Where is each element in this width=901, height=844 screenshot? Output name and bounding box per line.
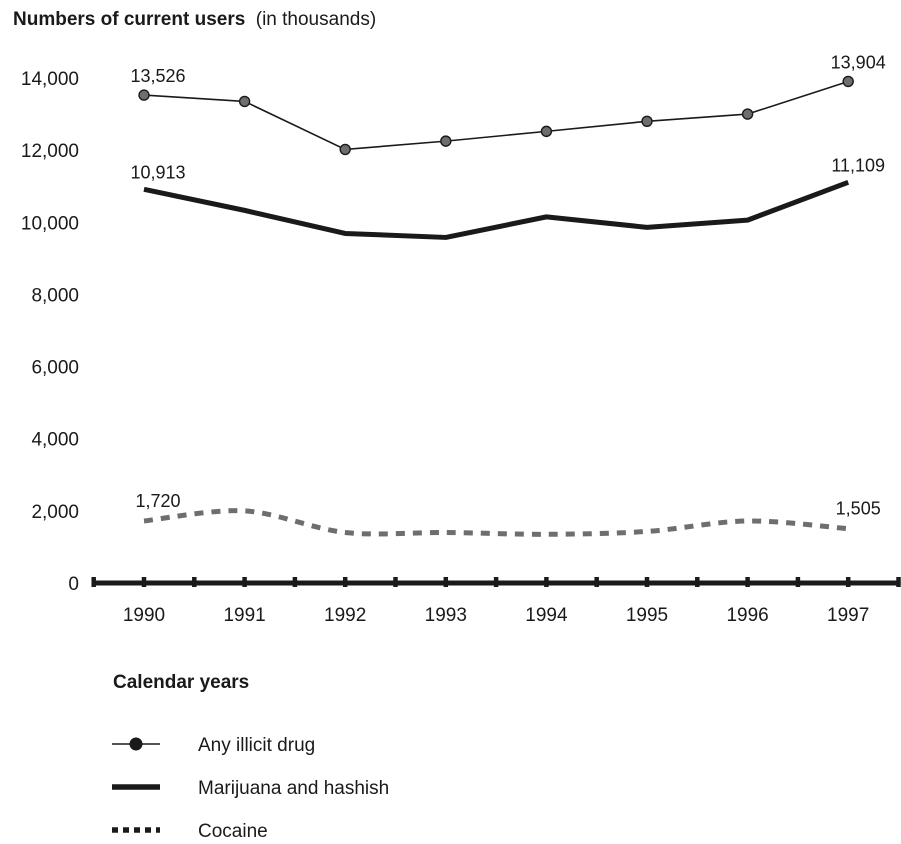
series-line-any-illicit-drug [143, 80, 849, 151]
y-tick-label: 10,000 [21, 213, 79, 234]
data-point-any-illicit-drug [138, 89, 150, 101]
x-tick-label: 1992 [324, 605, 366, 626]
legend-item-marijuana: Marijuana and hashish [112, 778, 389, 799]
legend-item-any-illicit-drug: Any illicit drug [112, 735, 315, 756]
x-tick-label: 1994 [525, 605, 568, 626]
legend-item-cocaine: Cocaine [112, 821, 268, 842]
legend-circle-marker-icon [129, 737, 143, 751]
data-point-any-illicit-drug [741, 108, 754, 120]
data-point-any-illicit-drug [540, 125, 553, 138]
data-label: 1,720 [135, 491, 180, 511]
series-group [138, 75, 854, 537]
y-tick-label: 8,000 [31, 285, 79, 306]
data-label: 13,526 [130, 66, 185, 86]
chart-title-group: Numbers of current users (in thousands) [13, 9, 376, 30]
x-tick-label: 1996 [726, 605, 768, 626]
chart-title: Numbers of current users [13, 9, 245, 30]
data-label: 11,109 [831, 155, 885, 175]
x-axis-title: Calendar years [113, 672, 249, 693]
x-tick-label: 1993 [425, 605, 467, 626]
chart-subtitle: (in thousands) [256, 9, 376, 30]
x-tick-label: 1990 [123, 605, 165, 626]
legend-label-cocaine: Cocaine [198, 821, 268, 842]
legend-label-marijuana: Marijuana and hashish [198, 778, 389, 799]
y-tick-label: 2,000 [31, 502, 79, 523]
axes: 0 2,000 4,000 6,000 8,000 10,000 12,000 14,000 1… [21, 69, 901, 626]
y-tick-label: 14,000 [21, 69, 79, 90]
legend-label-any-illicit-drug: Any illicit drug [198, 735, 315, 756]
y-tick-label: 0 [68, 574, 79, 595]
data-point-any-illicit-drug [842, 75, 854, 88]
data-label: 1,505 [836, 499, 881, 519]
y-tick-label: 6,000 [31, 358, 79, 379]
series-line-cocaine [143, 508, 849, 537]
legend: Any illicit drug Marijuana and hashish C… [112, 735, 389, 842]
data-label: 13,904 [831, 52, 886, 72]
x-tick-label: 1997 [827, 605, 869, 626]
y-tick-label: 12,000 [21, 141, 79, 162]
data-point-any-illicit-drug [238, 95, 251, 108]
data-labels: 13,526 13,904 10,913 11,109 1,720 1,505 [130, 52, 885, 518]
series-line-marijuana [143, 179, 850, 240]
data-label: 10,913 [130, 162, 185, 182]
data-point-any-illicit-drug [641, 115, 653, 127]
x-tick-label: 1995 [626, 605, 668, 626]
data-point-any-illicit-drug [440, 135, 452, 147]
y-tick-label: 4,000 [31, 430, 79, 451]
x-tick-label: 1991 [223, 605, 265, 626]
data-point-any-illicit-drug [339, 143, 351, 156]
